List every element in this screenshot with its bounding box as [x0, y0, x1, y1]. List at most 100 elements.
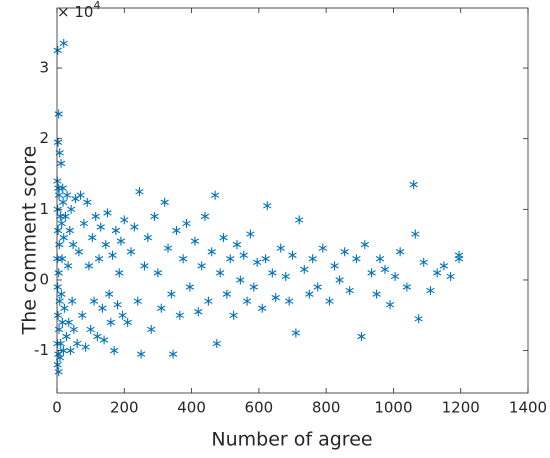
data-point — [56, 339, 65, 349]
data-point — [58, 183, 67, 193]
y-tick-label: -1 — [34, 341, 49, 359]
data-point — [62, 331, 71, 341]
data-point — [89, 296, 99, 306]
data-point — [108, 250, 117, 260]
data-point — [194, 307, 203, 317]
data-point — [106, 317, 116, 327]
data-point — [68, 240, 78, 250]
data-point — [79, 218, 89, 228]
data-point — [409, 180, 418, 190]
data-point — [207, 247, 216, 257]
data-point — [71, 194, 80, 204]
data-point — [91, 211, 100, 221]
data-point — [147, 324, 156, 334]
data-point — [133, 296, 142, 306]
data-point — [236, 275, 245, 285]
data-point — [246, 229, 255, 239]
data-point — [54, 183, 63, 193]
data-point — [352, 254, 361, 264]
data-point — [305, 289, 314, 299]
data-point — [300, 264, 309, 274]
data-point — [160, 197, 169, 207]
data-point — [172, 226, 181, 236]
data-point — [83, 197, 92, 207]
data-point — [178, 254, 188, 264]
data-point — [111, 226, 121, 236]
data-point — [175, 310, 184, 320]
data-point — [432, 268, 442, 278]
data-point — [426, 286, 435, 296]
data-point — [60, 303, 69, 313]
data-point — [357, 331, 366, 341]
data-point — [54, 367, 63, 377]
data-point — [210, 190, 220, 200]
data-point — [385, 300, 395, 310]
x-axis-label: Number of agree — [211, 429, 372, 451]
data-point — [335, 275, 344, 285]
data-point — [232, 240, 242, 250]
data-point — [219, 233, 228, 243]
data-point — [53, 360, 62, 370]
data-point — [98, 303, 107, 313]
x-tick-label: 400 — [177, 399, 206, 417]
data-point — [57, 289, 66, 299]
data-point — [67, 296, 77, 306]
data-point — [54, 190, 64, 200]
data-point — [212, 339, 221, 349]
data-point — [143, 233, 153, 243]
data-point — [58, 197, 68, 207]
data-point — [390, 271, 400, 281]
data-point — [66, 346, 75, 356]
data-point — [136, 349, 146, 359]
data-point — [120, 215, 129, 225]
data-point — [54, 324, 64, 334]
multiplier-base: × 10 — [57, 3, 93, 21]
data-point — [84, 261, 94, 271]
data-point — [81, 342, 90, 352]
data-point — [284, 296, 294, 306]
data-point — [57, 254, 67, 264]
data-point — [190, 236, 200, 246]
data-point — [88, 233, 97, 243]
data-point — [253, 257, 262, 267]
data-point — [222, 289, 232, 299]
data-point — [281, 271, 290, 281]
data-point — [153, 268, 163, 278]
x-tick-label: 1400 — [509, 399, 547, 417]
data-point — [61, 211, 70, 221]
data-point — [411, 229, 420, 239]
data-point — [55, 353, 65, 363]
data-point — [130, 222, 139, 232]
data-point — [96, 222, 105, 232]
data-point — [242, 296, 252, 306]
y-multiplier: × 104 — [57, 0, 100, 21]
data-point — [76, 190, 85, 200]
data-point — [249, 282, 258, 292]
data-point — [93, 331, 102, 341]
data-point — [446, 271, 455, 281]
data-point — [226, 254, 235, 264]
data-point — [367, 268, 376, 278]
data-point — [73, 339, 82, 349]
data-point — [86, 324, 95, 334]
data-point — [101, 240, 110, 250]
data-point — [258, 303, 267, 313]
data-point — [204, 296, 213, 306]
data-point — [110, 346, 119, 356]
data-point — [115, 268, 124, 278]
data-point — [268, 268, 277, 278]
data-point — [140, 261, 149, 271]
data-point — [157, 303, 166, 313]
data-point — [167, 289, 176, 299]
x-tick-label: 0 — [52, 399, 62, 417]
data-point — [291, 328, 301, 338]
data-point — [295, 215, 304, 225]
data-point — [59, 233, 68, 243]
data-point — [69, 324, 78, 334]
data-point — [113, 300, 122, 310]
x-tick-label: 1200 — [442, 399, 480, 417]
data-point — [239, 250, 248, 260]
data-point — [116, 236, 126, 246]
data-point — [150, 211, 159, 221]
